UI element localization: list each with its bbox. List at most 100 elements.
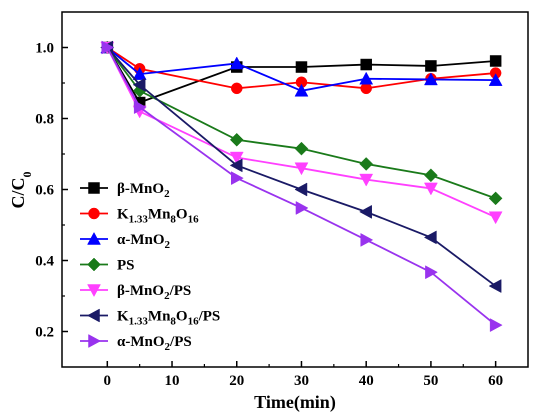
data-point <box>294 83 309 97</box>
y-title-subscript: 0 <box>20 172 34 178</box>
legend-marker <box>87 257 101 272</box>
legend-label-part: 1.33 <box>129 214 149 226</box>
legend-label-part: 8 <box>170 214 176 226</box>
data-point <box>294 141 309 156</box>
x-tick-label: 0 <box>104 373 112 389</box>
data-point <box>359 204 372 219</box>
data-point <box>425 265 438 280</box>
legend-label-part: O <box>176 309 188 325</box>
legend-label-part: PS <box>117 258 135 274</box>
x-tick-label: 30 <box>294 373 309 389</box>
series-s1 <box>101 41 502 109</box>
x-axis-title: Time(min) <box>254 392 336 413</box>
legend-label-part: α-MnO <box>117 232 165 248</box>
data-point <box>231 82 243 95</box>
legend-label-part: 16 <box>188 316 200 328</box>
legend-label: β-MnO2/PS <box>117 283 191 302</box>
data-point <box>423 72 438 86</box>
legend-label-part: Mn <box>148 207 171 223</box>
legend-label-part: 8 <box>170 316 176 328</box>
y-tick-label: 0.2 <box>35 325 54 341</box>
legend-label-part: Mn <box>148 309 171 325</box>
y-tick-label: 0.8 <box>35 112 54 128</box>
x-tick-label: 40 <box>359 373 374 389</box>
data-point <box>359 173 374 187</box>
legend-label-part: O <box>176 207 188 223</box>
legend-label-part: 1.33 <box>129 316 149 328</box>
legend-label-part: /PS <box>169 334 192 350</box>
legend-item: β-MnO2/PS <box>80 283 191 302</box>
data-point <box>294 162 309 176</box>
legend-marker <box>86 308 100 323</box>
legend-label-part: 2 <box>165 239 171 251</box>
data-point <box>132 77 146 92</box>
data-point <box>229 56 244 70</box>
y-title-text: C/C <box>8 178 28 209</box>
legend-marker <box>88 334 102 348</box>
legend-item: PS <box>80 258 135 274</box>
y-axis: 0.2 0.4 0.6 0.8 1.0 <box>35 41 68 341</box>
data-point <box>133 100 147 115</box>
x-axis: 0 10 20 30 40 50 60 <box>104 361 503 389</box>
data-point <box>489 318 503 333</box>
data-point <box>360 232 374 247</box>
legend-label-part: 2 <box>164 290 170 302</box>
legend-label: β-MnO2 <box>117 181 170 200</box>
legend-label: α-MnO2 <box>117 232 171 251</box>
legend-item: β-MnO2 <box>80 181 170 200</box>
y-tick-label: 0.4 <box>35 254 54 270</box>
legend-label-part: K <box>117 309 129 325</box>
data-point <box>295 201 309 215</box>
data-point <box>489 55 502 67</box>
y-tick-label: 0.6 <box>35 183 54 199</box>
legend-marker <box>87 231 101 245</box>
legend-item: α-MnO2 <box>80 231 171 251</box>
x-tick-label: 50 <box>423 373 438 389</box>
legend-label-part: 2 <box>164 188 170 200</box>
y-axis-title: C/C0 <box>8 172 34 209</box>
x-tick-label: 10 <box>165 373 180 389</box>
data-point <box>488 211 503 225</box>
data-point <box>295 61 308 73</box>
data-point <box>294 182 308 197</box>
legend-marker <box>87 284 101 298</box>
data-point <box>359 71 374 85</box>
legend-label: K1.33Mn8O16 <box>117 207 199 226</box>
x-tick-label: 20 <box>229 373 244 389</box>
legend-label-part: /PS <box>169 283 192 299</box>
data-point <box>424 168 438 183</box>
data-point <box>101 40 115 55</box>
legend-item: K1.33Mn8O16/PS <box>80 309 220 328</box>
legend-label: α-MnO2/PS <box>117 334 192 353</box>
series-s7 <box>101 40 503 333</box>
data-point <box>229 151 244 165</box>
y-tick-label: 1.0 <box>35 41 54 57</box>
data-point <box>132 67 147 80</box>
data-point <box>229 132 244 147</box>
series-layer <box>100 40 503 333</box>
legend-label-part: 16 <box>188 214 200 226</box>
legend-marker <box>88 182 100 194</box>
x-tick-label: 60 <box>488 373 503 389</box>
legend-label: PS <box>117 258 135 274</box>
data-point <box>229 158 243 173</box>
data-point <box>360 58 372 71</box>
data-point <box>231 171 244 186</box>
data-point <box>488 73 503 86</box>
data-point <box>425 60 437 72</box>
data-point <box>488 191 503 206</box>
data-point <box>423 230 437 245</box>
legend-label-part: 2 <box>165 341 171 353</box>
legend-item: K1.33Mn8O16 <box>80 207 199 226</box>
data-point <box>359 157 374 171</box>
legend-label-part: K <box>117 207 129 223</box>
data-point <box>423 182 438 196</box>
legend-label-part: /PS <box>198 309 221 325</box>
legend: β-MnO2K1.33Mn8O16α-MnO2PSβ-MnO2/PSK1.33M… <box>80 181 220 353</box>
legend-item: α-MnO2/PS <box>80 334 192 353</box>
legend-label-part: β-MnO <box>117 283 164 299</box>
legend-label: K1.33Mn8O16/PS <box>117 309 220 328</box>
legend-marker <box>88 207 100 220</box>
legend-label-part: α-MnO <box>117 334 165 350</box>
